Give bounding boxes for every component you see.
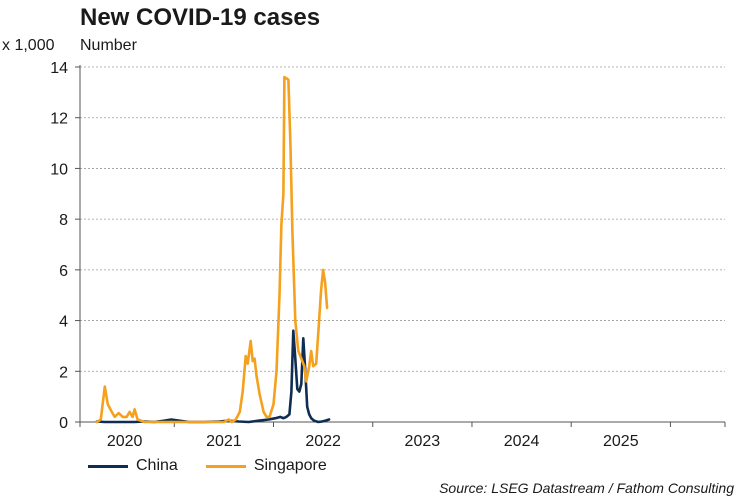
axes: [75, 65, 726, 427]
x-tick-label-2020: 2020: [107, 433, 143, 450]
source-note: Source: LSEG Datastream / Fathom Consult…: [439, 480, 734, 496]
legend-item-singapore: Singapore: [205, 457, 327, 475]
y-tick-label-12: 12: [50, 111, 68, 128]
y-axis-label: Number: [80, 37, 137, 54]
chart-title: New COVID-19 cases: [80, 4, 321, 31]
series-line-singapore: [95, 75, 329, 424]
x-tick-label-2023: 2023: [405, 433, 441, 450]
legend-swatch-china: [88, 464, 128, 468]
x-tick-label-2025: 2025: [603, 433, 639, 450]
tick-labels: 0 2 4 6 8 10 12 14 2020 2021 2022 2023 2024 2025: [50, 60, 639, 450]
x-tick-label-2021: 2021: [206, 433, 242, 450]
y-tick-label-0: 0: [59, 415, 68, 432]
gridlines: [80, 66, 725, 372]
y-tick-label-8: 8: [59, 212, 68, 229]
y-axis-unit-label: x 1,000: [2, 37, 55, 54]
legend-label-china: China: [136, 457, 178, 474]
x-tick-label-2024: 2024: [504, 433, 540, 450]
series-lines: [95, 75, 331, 424]
legend-label-singapore: Singapore: [253, 457, 327, 474]
y-tick-label-4: 4: [59, 314, 68, 331]
y-tick-label-6: 6: [59, 263, 68, 280]
y-tick-label-10: 10: [50, 161, 68, 178]
y-tick-label-2: 2: [59, 364, 68, 381]
x-tick-label-2022: 2022: [305, 433, 341, 450]
y-tick-label-14: 14: [50, 60, 68, 77]
legend-item-china: China: [88, 457, 178, 475]
legend-swatch-singapore: [205, 464, 246, 468]
legend: China Singapore: [88, 457, 355, 475]
series-line-china: [95, 329, 331, 424]
